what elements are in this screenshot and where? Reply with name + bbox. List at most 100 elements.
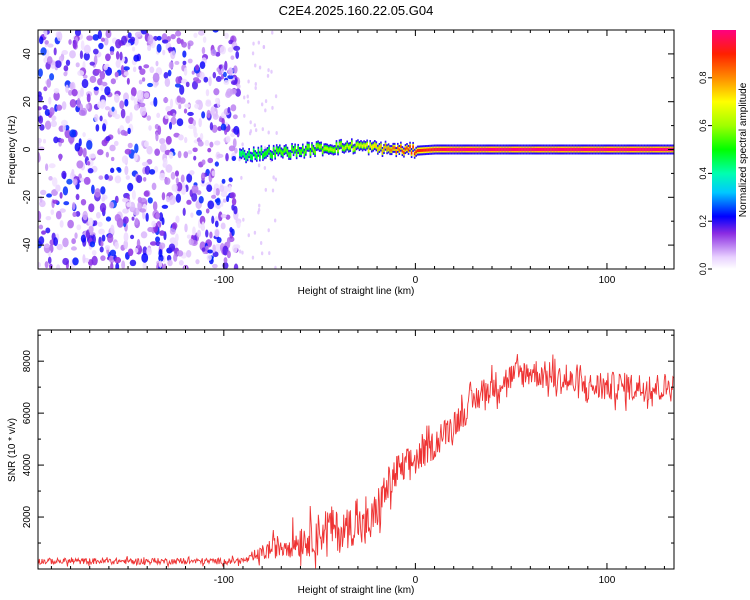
carrier-core [323,146,326,150]
noise-blob [233,125,240,135]
noise-blob [130,36,136,43]
noise-blob [211,124,218,133]
carrier-core [288,153,290,157]
noise-blob [229,192,236,199]
carrier-core [467,148,470,151]
noise-blob [220,201,224,207]
carrier-core [524,148,526,151]
noise-blob [196,209,202,216]
noise-blob [98,175,104,180]
noise-blob [146,247,152,256]
noise-blob [82,210,88,221]
noise-blob [103,37,109,46]
noise-blob [227,74,234,80]
carrier-core [636,148,638,151]
carrier-core [340,142,342,146]
carrier-core [383,147,385,151]
carrier-core [611,148,614,151]
noise-blob [82,254,86,264]
carrier-core [588,148,591,151]
noise-blob [104,86,111,96]
spectrogram-heatmap [38,30,674,269]
carrier-core [252,149,255,153]
noise-blob [101,234,106,242]
noise-blob [89,75,97,84]
spectrogram-axes: -100 0 100 -40 -20 0 20 40 [22,29,674,286]
carrier-core [320,145,322,149]
noise-blob [133,54,140,62]
noise-blob [241,250,244,255]
noise-blob [220,123,227,131]
noise-blob [120,129,127,136]
noise-blob [213,88,220,96]
carrier-core [629,148,632,151]
noise-blob [141,77,146,82]
carrier-core [306,145,309,149]
carrier-core [492,148,494,151]
noise-blob [102,123,107,132]
noise-blob [176,118,184,127]
noise-blob [253,123,257,128]
noise-blob [181,41,187,48]
noise-blob [159,172,166,181]
noise-blob [201,159,206,165]
noise-blob [80,234,87,243]
noise-blob [191,192,198,202]
noise-blob [74,142,81,152]
noise-blob [202,36,207,43]
noise-blob [274,177,278,182]
carrier-core [416,149,419,153]
noise-blob [46,78,52,88]
noise-blob [127,127,131,135]
noise-blob [149,66,155,74]
noise-blob [218,211,223,222]
noise-blob [80,198,87,206]
noise-blob [109,201,115,209]
noise-blob [86,93,91,103]
carrier-core [528,148,531,151]
snr-frame [37,329,675,570]
noise-blob [261,127,265,132]
carrier-core [574,148,577,151]
snr-ytick-label: 4000 [22,454,33,477]
noise-blob [122,208,128,214]
noise-blob [70,246,77,251]
noise-blob [131,189,136,200]
carrier-core [242,151,244,155]
noise-blob [129,111,133,122]
carrier-core [343,147,345,151]
noise-blob [130,87,137,97]
noise-blob [161,39,169,44]
carrier-core [398,148,401,152]
noise-blob [83,176,91,185]
carrier-core [246,154,249,158]
carrier-core [354,147,356,151]
noise-blob [158,260,163,268]
noise-blob [252,41,255,46]
noise-blob [264,99,268,104]
noise-blob [68,89,73,96]
noise-blob [254,128,258,133]
carrier-core [582,148,585,151]
noise-blob [125,175,131,180]
carrier-core [536,148,539,151]
carrier-core [392,146,394,150]
noise-blob [270,69,273,74]
carrier-core [301,147,304,151]
noise-blob [266,73,270,78]
carrier-core [331,148,333,152]
carrier-core [590,148,592,151]
noise-blob [139,208,147,213]
noise-blob [227,106,231,114]
noise-blob [72,211,77,217]
noise-blob [230,104,237,112]
carrier-core [280,150,283,154]
noise-blob [99,246,104,253]
carrier-core [260,148,263,152]
noise-blob [55,264,61,269]
carrier-core [358,144,361,148]
carrier-core [248,151,250,155]
carrier-core [665,148,667,151]
carrier-core [324,146,327,150]
spectrogram-panel: -100 0 100 -40 -20 0 20 40 Height of straight l… [7,29,675,297]
